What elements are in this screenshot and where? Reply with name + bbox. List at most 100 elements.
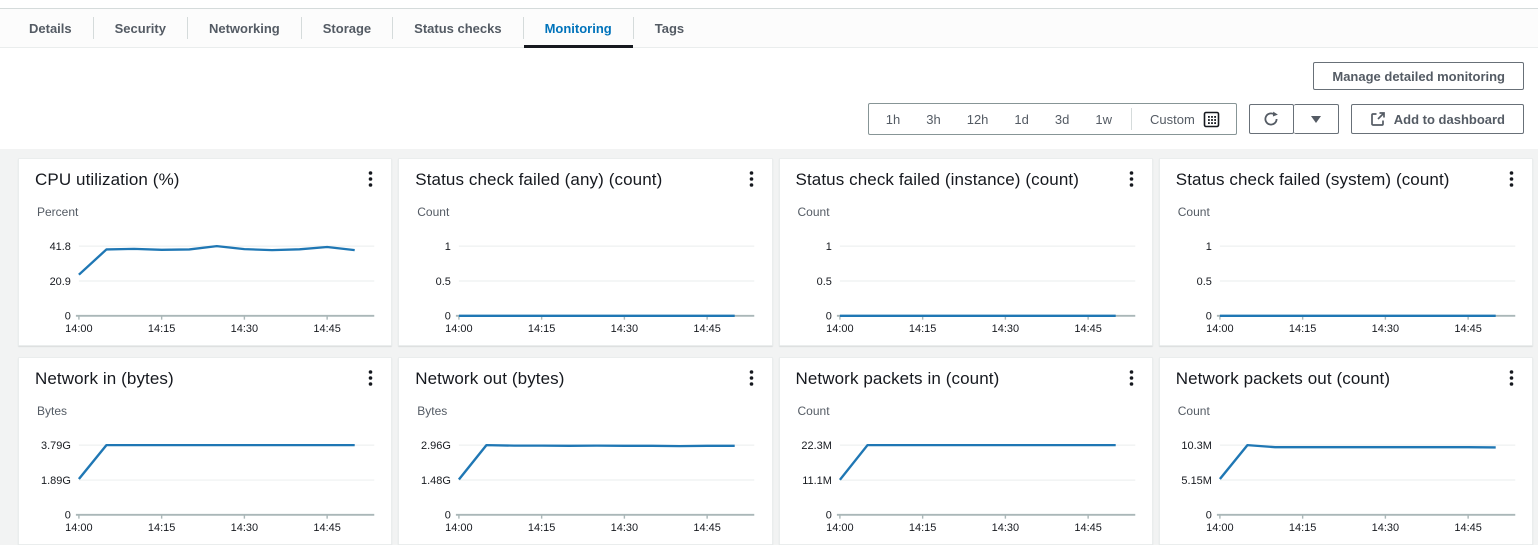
x-tick-label: 14:00 [1206, 323, 1233, 335]
tab-networking[interactable]: Networking [188, 9, 301, 47]
y-tick-label: 0 [1206, 510, 1212, 522]
x-tick-label: 14:45 [313, 522, 340, 534]
y-tick-label: 1 [825, 241, 831, 253]
x-tick-label: 14:45 [313, 323, 340, 335]
y-tick-label: 0.5 [1196, 276, 1211, 288]
y-tick-label: 2.96G [421, 440, 451, 452]
tab-security[interactable]: Security [94, 9, 187, 47]
tab-divider [92, 17, 94, 39]
toolbar-row-manage: Manage detailed monitoring [14, 62, 1524, 90]
kebab-menu-button[interactable] [1125, 367, 1138, 392]
x-tick-label: 14:45 [1454, 323, 1481, 335]
y-gridlines [75, 245, 375, 317]
x-ticks [458, 514, 709, 519]
chart-title: Status check failed (any) (count) [415, 170, 663, 189]
tab-divider [522, 17, 524, 39]
axis-labels: 41.8 20.9 014:00 14:15 14:30 14:45 [50, 241, 341, 335]
chart-card-network-in-bytes: Network in (bytes) Bytes 3.79G 1.89G 0 14:0… [18, 357, 393, 545]
add-to-dashboard-button[interactable]: Add to dashboard [1350, 104, 1524, 134]
time-range-1d[interactable]: 1d [1001, 106, 1041, 133]
tab-details[interactable]: Details [8, 9, 93, 47]
x-tick-label: 14:15 [528, 323, 555, 335]
kebab-icon [749, 171, 753, 187]
time-range-1h[interactable]: 1h [873, 106, 913, 133]
time-range-3d[interactable]: 3d [1042, 106, 1082, 133]
y-tick-label: 0 [825, 510, 831, 522]
kebab-icon [1509, 171, 1514, 187]
x-tick-label: 14:30 [1371, 323, 1398, 335]
x-tick-label: 14:30 [231, 323, 258, 335]
chart-card-header: CPU utilization (%) [35, 170, 377, 193]
chart-plot: 2.96G 1.48G 014:00 14:15 14:30 14:45 [421, 440, 755, 534]
y-tick-label: 20.9 [50, 276, 71, 288]
x-ticks [838, 514, 1089, 519]
x-tick-label: 14:30 [991, 522, 1018, 534]
data-line [838, 443, 1116, 481]
y-tick-label: 22.3M [801, 440, 831, 452]
x-tick-label: 14:15 [908, 522, 935, 534]
kebab-menu-button[interactable] [1125, 168, 1138, 193]
range-divider [1130, 108, 1132, 130]
chart-card-header: Status check failed (system) (count) [1176, 170, 1518, 193]
custom-range-button[interactable]: Custom [1138, 105, 1232, 134]
tab-status-checks[interactable]: Status checks [393, 9, 522, 47]
kebab-menu-button[interactable] [745, 367, 758, 392]
y-tick-label: 1 [1206, 241, 1212, 253]
chart-plot: 1 0.5 014:00 14:15 14:30 14:45 [436, 241, 755, 335]
chart-plot: 22.3M 11.1M 014:00 14:15 14:30 14:45 [801, 440, 1135, 534]
x-tick-label: 14:30 [231, 522, 258, 534]
axis-labels: 2.96G 1.48G 014:00 14:15 14:30 14:45 [421, 440, 721, 534]
y-tick-label: 0.5 [436, 276, 451, 288]
manage-detailed-monitoring-button[interactable]: Manage detailed monitoring [1313, 62, 1524, 90]
kebab-icon [749, 370, 753, 386]
x-tick-label: 14:30 [611, 323, 638, 335]
tab-storage[interactable]: Storage [302, 9, 392, 47]
axis-labels: 22.3M 11.1M 014:00 14:15 14:30 14:45 [801, 440, 1101, 534]
charts-section: CPU utilization (%) Percent 41.8 20.9 0 14:… [0, 149, 1538, 545]
refresh-dropdown-button[interactable] [1293, 104, 1339, 134]
y-tick-label: 0 [65, 311, 71, 323]
kebab-menu-button[interactable] [1505, 168, 1518, 193]
toolbar-row-time: 1h 3h 12h 1d 3d 1w Custom Add to dashboard [14, 103, 1524, 135]
x-tick-label: 14:00 [445, 323, 472, 335]
chevron-down-icon [1310, 115, 1321, 123]
chart-card-header: Network in (bytes) [35, 369, 377, 392]
kebab-menu-button[interactable] [745, 168, 758, 193]
chart-card-header: Network out (bytes) [415, 369, 757, 392]
tab-tags[interactable]: Tags [634, 9, 705, 47]
kebab-menu-button[interactable] [364, 367, 377, 392]
y-gridlines [1216, 444, 1516, 516]
x-tick-label: 14:45 [1074, 323, 1101, 335]
tab-bar: Details Security Networking Storage Status c… [0, 9, 1538, 48]
y-gridlines [75, 444, 375, 516]
y-tick-label: 0 [445, 311, 451, 323]
tab-divider [300, 17, 302, 39]
kebab-menu-button[interactable] [1505, 367, 1518, 392]
time-range-3h[interactable]: 3h [913, 106, 953, 133]
x-tick-label: 14:00 [445, 522, 472, 534]
tab-monitoring[interactable]: Monitoring [523, 9, 633, 48]
y-axis-unit-label: Percent [37, 205, 79, 219]
time-range-12h[interactable]: 12h [954, 106, 1002, 133]
y-axis-unit-label: Count [797, 205, 830, 219]
y-tick-label: 11.1M [802, 475, 832, 487]
y-tick-label: 0 [445, 510, 451, 522]
y-tick-label: 0.5 [816, 276, 831, 288]
chart-card-header: Status check failed (instance) (count) [796, 170, 1138, 193]
chart-title: Network in (bytes) [35, 369, 174, 388]
y-tick-label: 0 [65, 510, 71, 522]
tab-divider [632, 17, 634, 39]
axis-labels: 3.79G 1.89G 014:00 14:15 14:30 14:45 [41, 440, 341, 534]
refresh-button[interactable] [1248, 104, 1294, 134]
y-gridlines [836, 444, 1135, 516]
kebab-menu-button[interactable] [364, 168, 377, 193]
chart-plot: 3.79G 1.89G 014:00 14:15 14:30 14:45 [41, 440, 375, 534]
chart-card-header: Status check failed (any) (count) [415, 170, 757, 193]
time-range-1w[interactable]: 1w [1082, 106, 1125, 133]
x-tick-label: 14:45 [694, 522, 721, 534]
y-gridlines [836, 245, 1135, 317]
chart-card-network-out-bytes: Network out (bytes) Bytes 2.96G 1.48G 0 14:… [398, 357, 773, 545]
tab-divider [392, 17, 394, 39]
axis-labels: 1 0.5 014:00 14:15 14:30 14:45 [816, 241, 1101, 335]
y-axis-unit-label: Count [1177, 404, 1210, 418]
